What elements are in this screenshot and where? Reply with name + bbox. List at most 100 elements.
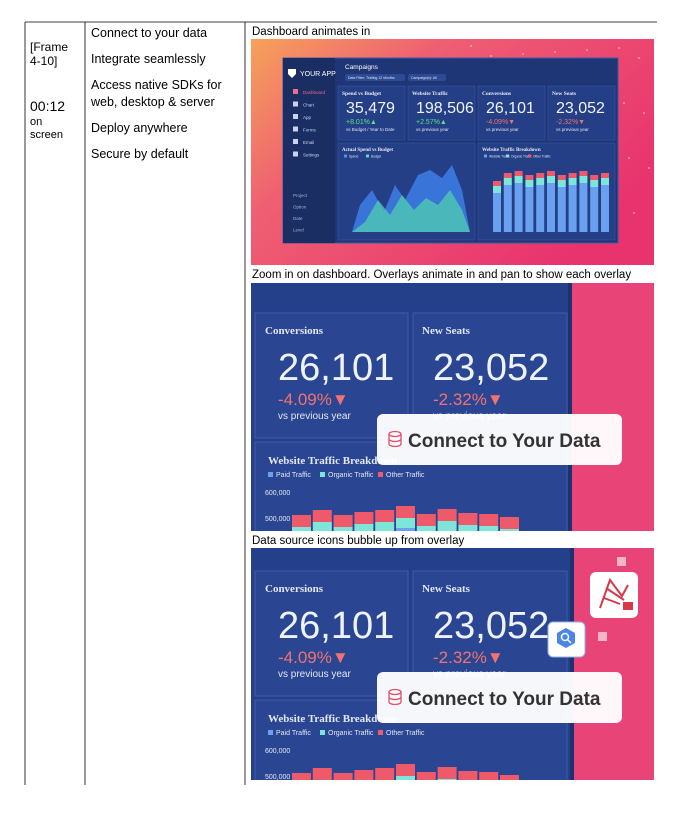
- decor-dot: [554, 51, 556, 53]
- bar-paid: [590, 187, 599, 232]
- timecode-note: on: [30, 116, 42, 128]
- page-edge: [570, 548, 574, 780]
- kpi-value: 23,052: [433, 605, 549, 647]
- kpi-value: 26,101: [278, 347, 394, 389]
- kpi-value: 23,052: [433, 347, 549, 389]
- sidebar: [283, 58, 335, 243]
- bar-paid: [500, 797, 519, 813]
- shot-caption: Dashboard animates in: [252, 26, 370, 38]
- bar-other: [568, 173, 577, 178]
- table-grid: [24, 21, 657, 785]
- kpi-change: -2.32%▼: [556, 119, 585, 126]
- bar-organic: [500, 529, 519, 531]
- nav-icon: [293, 101, 298, 107]
- bar-paid: [438, 789, 457, 813]
- legend-label: Paid Traffic: [276, 472, 311, 479]
- bar-paid: [503, 185, 512, 232]
- shot-image: Conversions 26,101-4.09%▼ vs previous year…: [251, 283, 654, 531]
- kpi-title: New Seats: [422, 325, 471, 337]
- bar-other: [458, 513, 478, 525]
- y-axis-label: 500,000: [265, 774, 290, 781]
- nav-item: Email: [303, 140, 314, 145]
- bar-organic: [292, 785, 311, 795]
- bar-other: [514, 171, 523, 176]
- kpi-value: 23,052: [556, 100, 605, 117]
- nav-item: App: [303, 115, 312, 120]
- bar-organic: [557, 180, 566, 187]
- bar-other: [375, 510, 395, 522]
- decor-dot: [470, 45, 472, 47]
- kpi-value: 198,506: [416, 100, 474, 117]
- filter: Campaign(s): All: [411, 76, 437, 80]
- decor-dot: [638, 57, 640, 59]
- bar-organic: [493, 186, 501, 193]
- frame-label: 4-10]: [30, 54, 57, 68]
- overlay-title: Connect to Your Data: [408, 431, 601, 452]
- kpi-title: New Seats: [422, 583, 471, 595]
- bar-organic: [514, 176, 523, 183]
- talking-point: Connect to your data: [91, 26, 207, 40]
- legend-label: Other Traffic: [533, 155, 551, 159]
- nav-item: Option: [293, 205, 307, 210]
- bar-other: [416, 514, 436, 526]
- kpi-note: vs previous year: [556, 127, 589, 132]
- bar-paid: [525, 187, 534, 232]
- kpi-change: -4.09%▼: [278, 648, 349, 667]
- decor-dot: [522, 53, 524, 55]
- kpi-change: +2.57%▲: [416, 119, 447, 126]
- decor-dot: [618, 47, 620, 49]
- bar-other: [493, 181, 501, 186]
- kpi-change: -4.09%▼: [486, 119, 515, 126]
- source-icon-glyph: [560, 632, 570, 642]
- kpi-title: Website Traffic: [412, 91, 449, 97]
- nav-icon: [293, 139, 298, 144]
- legend-label: Spend: [349, 155, 358, 159]
- bar-organic: [375, 780, 394, 790]
- talking-point: Access native SDKs for: [91, 78, 222, 92]
- timecode-note: screen: [30, 129, 63, 141]
- shot-image: Conversions 26,101-4.09%▼ vs previous year…: [251, 548, 654, 813]
- shot-image: YOUR APP Dashboard Chart App Forms Email Setti…: [251, 39, 654, 265]
- kpi-note: vs Budget / Year to Date: [346, 127, 395, 132]
- bar-other: [437, 767, 457, 779]
- bar-organic: [525, 180, 534, 187]
- bubble-square: [598, 632, 607, 641]
- bubble-square: [617, 557, 626, 566]
- overlay-card: [377, 672, 622, 723]
- overlay-card: [377, 414, 622, 465]
- bar-organic: [503, 178, 512, 185]
- bar-other: [312, 510, 332, 522]
- bar-organic: [458, 783, 477, 793]
- bar-other: [458, 771, 478, 780]
- bar-organic: [437, 779, 457, 780]
- frame-label: [Frame: [30, 40, 68, 54]
- bar-other: [536, 173, 545, 178]
- bar-paid: [458, 793, 477, 813]
- source-icon-glyph: [599, 577, 629, 609]
- bar-other: [375, 768, 395, 780]
- bar-paid: [375, 790, 394, 813]
- kpi-title: Spend vs Budget: [342, 91, 381, 97]
- bar-other: [479, 514, 499, 526]
- legend-swatch: [366, 154, 369, 158]
- bar-other: [333, 773, 353, 780]
- bar-paid: [292, 795, 311, 813]
- bar-other: [416, 772, 436, 780]
- legend-swatch: [506, 154, 509, 158]
- legend-label: Other Traffic: [386, 472, 425, 479]
- legend-swatch: [268, 730, 273, 735]
- bar-organic: [312, 522, 332, 531]
- decor-dot: [490, 55, 492, 57]
- bar-other: [333, 515, 353, 527]
- bar-paid: [547, 183, 555, 232]
- kpi-card: [547, 85, 616, 141]
- bar-organic: [354, 782, 373, 792]
- chart-title: Website Traffic Breakdown: [268, 455, 397, 467]
- page-edge: [568, 283, 572, 531]
- nav-icon: [293, 114, 298, 119]
- decor-dot: [643, 112, 645, 114]
- bar-other: [590, 175, 599, 180]
- bar-other: [354, 512, 374, 524]
- legend-swatch: [378, 730, 383, 735]
- bar-paid: [579, 183, 588, 232]
